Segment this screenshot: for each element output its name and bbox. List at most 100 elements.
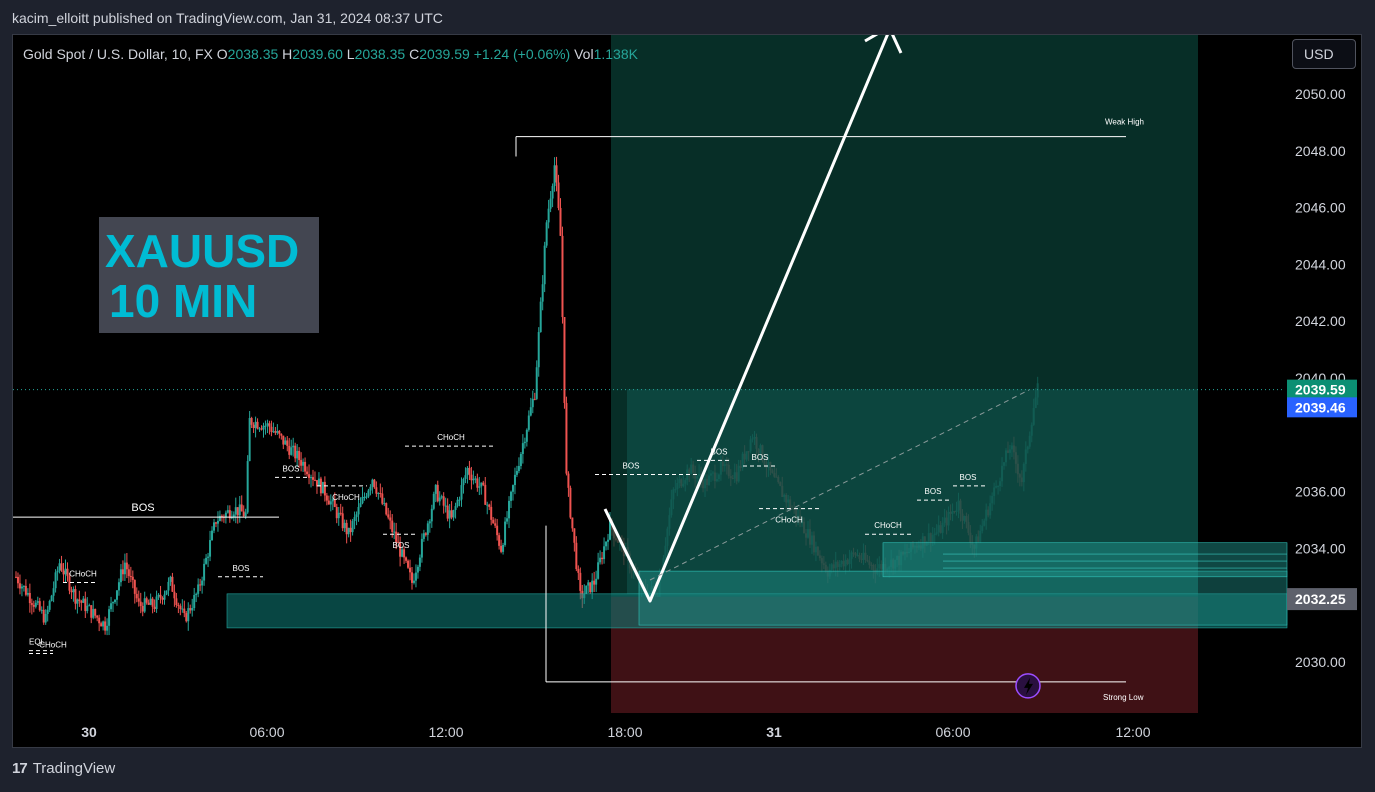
candle [448,504,451,529]
candle [434,484,437,503]
candle [385,502,388,516]
candle [541,275,544,311]
candle [143,591,146,614]
candle-body [609,519,611,540]
candle [409,559,412,581]
candle-body [290,447,293,455]
candle-body [185,613,188,622]
candle [317,472,320,487]
x-tick-label: 18:00 [607,724,642,740]
weak-high-label: Weak High [1105,118,1144,127]
candle-body [373,479,376,488]
candle [563,316,566,409]
candle-body [529,407,532,416]
candle-body [607,539,610,542]
candle-body [349,527,352,533]
candle [545,220,548,248]
candle-body [559,207,562,236]
candle-body [72,589,75,593]
candle-body [337,512,340,519]
candle-body [254,421,257,429]
candle-body [519,453,522,467]
candle [62,562,65,583]
candle [16,572,19,589]
currency-button[interactable]: USD [1292,39,1356,69]
candle [133,579,136,604]
candle [377,492,380,500]
candle-body [137,598,140,602]
x-tick-label: 12:00 [428,724,463,740]
candle-body [60,563,63,571]
candle-body [543,245,546,285]
candle-body [119,569,122,583]
candle [181,599,184,613]
footer-brand[interactable]: TradingView [32,760,116,777]
candle-body [195,593,198,595]
candle [222,514,225,523]
title-symbol: XAUUSD [105,225,299,277]
candle-body [317,478,320,487]
candle [555,156,558,192]
candle [211,526,214,541]
candle [98,614,101,632]
candle [403,546,406,565]
candle [359,497,362,508]
candle-body [341,513,344,529]
price-chart[interactable]: 2050.002048.002046.002044.002042.002040.… [13,35,1362,748]
candle-body [112,602,115,604]
candle-body [403,549,406,558]
candle-body [511,485,514,492]
blue-price-badge [1287,397,1357,418]
legend-value: Gold Spot / U.S. Dollar, 10, FX [23,46,214,62]
candle [525,428,528,447]
candle-body [426,523,429,535]
candle-body [510,491,512,501]
candle [557,174,560,211]
candle [276,424,279,435]
candle-body [436,484,439,502]
candle-body [248,418,251,462]
candle-body [220,515,223,517]
chart-area[interactable]: 2050.00 2048.00 2046.00 2044.00 2042.00 2040.… [12,34,1362,748]
candle-body [131,576,134,580]
candle-body [181,608,184,610]
candle [601,551,604,565]
candle [284,437,287,445]
candle [189,604,192,614]
candle [230,510,233,520]
candle-body [401,549,404,557]
candle-body [86,605,89,612]
candle [207,552,210,568]
structure-label: CHoCH [69,569,97,578]
candle-body [369,486,372,491]
candle [502,542,505,555]
candle [141,602,144,617]
candle-body [70,590,73,593]
legend-value: 1.138K [594,46,639,62]
x-tick-label: 31 [766,724,782,740]
candle [86,597,89,614]
candle-body [513,474,516,486]
x-tick-label: 06:00 [935,724,970,740]
candle-body [18,583,21,589]
structure-label: CHoCH [874,521,902,530]
candle-body [563,317,566,403]
candle-body [411,572,413,583]
candle [464,467,467,484]
candle [424,532,427,537]
candle [177,602,180,614]
candle [123,553,126,581]
candle [52,581,55,603]
candle-body [359,503,362,507]
candle-body [123,562,126,575]
candle-body [551,186,554,199]
candle [375,481,378,497]
candle [54,569,57,593]
candle [589,582,592,594]
candle-body [216,520,219,524]
candle-body [504,521,507,545]
candle-body [108,609,111,626]
candle [74,585,77,610]
candle-body [125,562,128,570]
title-interval: 10 MIN [109,275,257,327]
